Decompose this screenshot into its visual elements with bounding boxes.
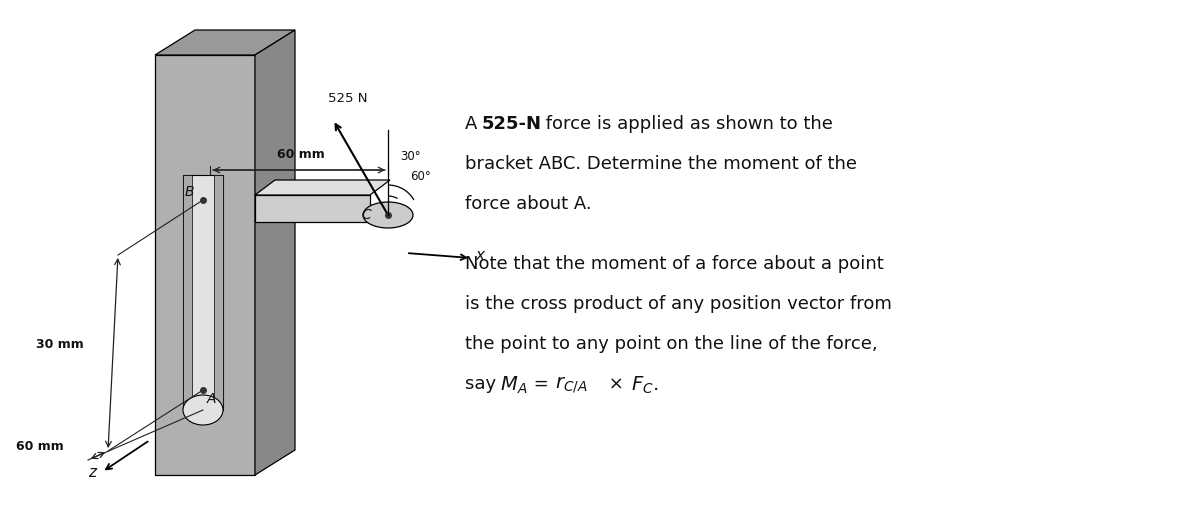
Text: A: A	[466, 115, 484, 133]
Text: ×: ×	[604, 375, 630, 393]
Text: 60 mm: 60 mm	[16, 440, 64, 454]
Text: the point to any point on the line of the force,: the point to any point on the line of th…	[466, 335, 877, 353]
Text: bracket ABC. Determine the moment of the: bracket ABC. Determine the moment of the	[466, 155, 857, 173]
Text: B: B	[185, 185, 194, 199]
Text: force about A.: force about A.	[466, 195, 592, 213]
Text: Note that the moment of a force about a point: Note that the moment of a force about a …	[466, 255, 883, 273]
Text: is the cross product of any position vector from: is the cross product of any position vec…	[466, 295, 892, 313]
Polygon shape	[256, 30, 295, 475]
Polygon shape	[182, 175, 223, 410]
Polygon shape	[256, 180, 390, 195]
Text: 60 mm: 60 mm	[277, 148, 325, 161]
Text: 525 N: 525 N	[328, 92, 367, 105]
Polygon shape	[182, 175, 192, 410]
Text: $\mathbf{\mathit{r}}_{C/A}$: $\mathbf{\mathit{r}}_{C/A}$	[554, 375, 588, 395]
Text: say: say	[466, 375, 502, 393]
Polygon shape	[214, 175, 223, 410]
Polygon shape	[256, 195, 370, 222]
Text: 60°: 60°	[410, 170, 431, 183]
Text: 30°: 30°	[400, 150, 421, 163]
Text: 30 mm: 30 mm	[36, 338, 84, 351]
Ellipse shape	[364, 202, 413, 228]
Text: =: =	[528, 375, 554, 393]
Text: $\mathbf{\mathit{F}}_{\mathbf{\mathit{C}}}$.: $\mathbf{\mathit{F}}_{\mathbf{\mathit{C}…	[631, 375, 659, 396]
Text: x: x	[475, 248, 484, 263]
Text: $\mathbf{\mathit{M}}_{\mathbf{\mathit{A}}}$: $\mathbf{\mathit{M}}_{\mathbf{\mathit{A}…	[500, 375, 528, 396]
Text: C: C	[361, 208, 371, 222]
Polygon shape	[155, 30, 295, 55]
Ellipse shape	[182, 395, 223, 425]
Polygon shape	[155, 55, 256, 475]
Text: 525-N: 525-N	[482, 115, 542, 133]
Text: z: z	[88, 465, 96, 480]
Text: force is applied as shown to the: force is applied as shown to the	[540, 115, 833, 133]
Text: A: A	[208, 392, 216, 406]
